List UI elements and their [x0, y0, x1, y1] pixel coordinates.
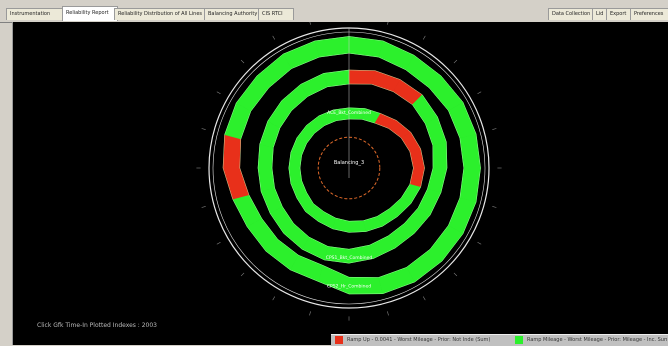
radar-tick — [240, 272, 245, 277]
band-label: CPS2_Hr_Combined — [327, 284, 371, 290]
tab-balancing-authority[interactable]: Balancing Authority — [204, 8, 262, 20]
tab-instrumentation[interactable]: Instrumentation — [6, 8, 66, 20]
radar-band-inner-outer-edge — [288, 107, 425, 233]
radar-tick — [477, 241, 482, 245]
radar-tick — [477, 91, 482, 95]
chart-legend: Ramp Up - 0.0041 - Worst Mileage - Prior… — [331, 334, 668, 346]
tab-data-collection[interactable]: Data Collection — [548, 8, 596, 20]
radar-band-inner-segment — [409, 148, 425, 169]
radar-tick — [201, 128, 206, 130]
radar-panel: Balancing_3 ACE_Bkt_Combined CPS1_Bkt_Comb… — [12, 22, 668, 346]
radar-band-outer-segment — [222, 134, 242, 169]
tab-bar: Instrumentation Reliability Report Relia… — [0, 0, 668, 23]
band-label: CPS1_Bkt_Combined — [326, 255, 373, 261]
radar-tick — [422, 296, 426, 301]
legend-swatch-alert — [335, 336, 343, 344]
legend-swatch-band — [515, 336, 523, 344]
radar-tick — [453, 272, 458, 277]
center-label: Balancing_3 — [334, 160, 364, 166]
radar-tick — [309, 22, 311, 25]
radar-tick — [453, 59, 458, 64]
radar-tick — [492, 206, 497, 208]
radar-band-inner-inner-edge — [299, 118, 414, 222]
radar-tick — [216, 91, 221, 95]
inner-ring — [317, 136, 381, 200]
legend-label-band: Ramp Mileage - Worst Mileage - Prior: Mi… — [527, 337, 667, 343]
radar-tick — [387, 22, 389, 25]
radar-tick — [309, 311, 311, 316]
radar-tick — [422, 35, 426, 40]
radar-band-outer-outer-edge — [222, 36, 481, 295]
radar-tick — [240, 59, 245, 64]
radar-tick — [387, 311, 389, 316]
radar-chart: Balancing_3 ACE_Bkt_Combined CPS1_Bkt_Comb… — [196, 22, 502, 321]
radar-band-outer-inner-edge — [239, 53, 465, 278]
radar-tick — [272, 296, 276, 301]
radar-band-inner-segment — [348, 220, 367, 233]
tab-reliability-distribution[interactable]: Reliability Distribution of All Lines — [114, 8, 208, 20]
radar-band-middle-segment — [432, 141, 448, 169]
radar-band-inner-segment — [409, 167, 425, 188]
band-label: ACE_Bkt_Combined — [327, 110, 371, 116]
tab-preferences[interactable]: Preferences — [630, 8, 668, 20]
radar-band-middle-segment — [257, 143, 274, 169]
radar-band-middle-segment — [348, 69, 376, 85]
tab-cis-rtci[interactable]: CIS RTCI — [258, 8, 294, 20]
radar-band-middle-inner-edge — [271, 83, 434, 250]
radar-tick — [201, 206, 206, 208]
legend-label-alert: Ramp Up - 0.0041 - Worst Mileage - Prior… — [347, 337, 491, 343]
radar-tick — [272, 35, 276, 40]
footer-text: Click Gfk Time-In Plotted Indexes : 2003 — [37, 322, 157, 329]
radar-tick — [216, 241, 221, 245]
tab-reliability-report[interactable]: Reliability Report — [62, 6, 118, 21]
radar-band-outer-segment — [318, 265, 350, 295]
radar-tick — [492, 128, 497, 130]
radar-band-middle-outer-edge — [257, 69, 448, 264]
